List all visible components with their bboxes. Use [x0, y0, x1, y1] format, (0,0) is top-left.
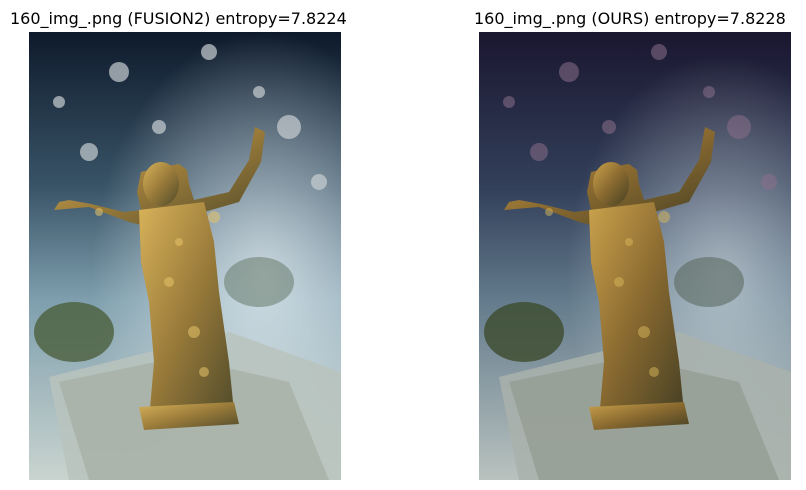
left-panel-title: 160_img_.png (FUSION2) entropy=7.8224: [10, 9, 347, 28]
left-statue-image: [29, 32, 341, 480]
right-statue-image: [479, 32, 791, 480]
right-photo: [479, 32, 791, 480]
left-photo: [29, 32, 341, 480]
right-panel: 160_img_.png (OURS) entropy=7.8228: [420, 0, 806, 490]
right-panel-title: 160_img_.png (OURS) entropy=7.8228: [474, 9, 786, 28]
left-panel: 160_img_.png (FUSION2) entropy=7.8224: [0, 0, 380, 490]
